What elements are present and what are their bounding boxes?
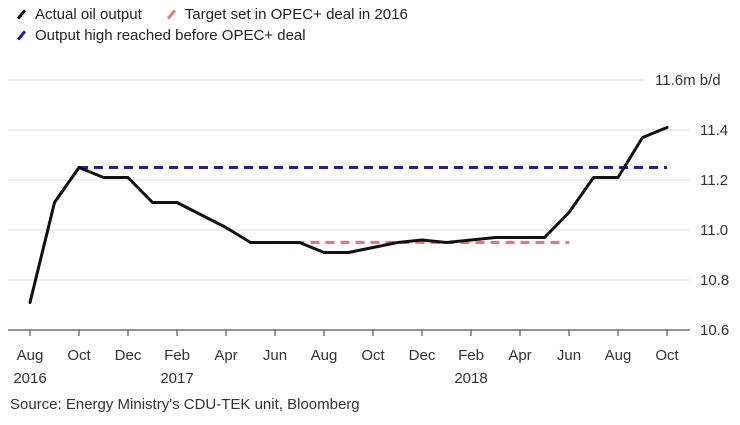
x-axis: Aug 2016 Oct Dec Feb 2017 Apr Jun Aug Oct Dec Feb 20… [13, 330, 679, 387]
x-tick-label: Apr [508, 347, 531, 364]
y-axis-labels: 10.6 10.8 11.0 11.2 11.4 11.6m b/d [655, 72, 729, 339]
x-tick-year-label: 2016 [13, 370, 46, 387]
y-tick-label: 11.0 [700, 222, 728, 239]
series-layer [28, 126, 669, 304]
x-tick-label: Oct [67, 347, 91, 364]
x-tick-label: Oct [655, 347, 679, 364]
x-tick-label: Jun [263, 347, 287, 364]
y-tick-label: 11.6m b/d [655, 72, 721, 89]
x-tick-year-label: 2018 [454, 370, 487, 387]
legend: Actual oil output Target set in OPEC+ de… [16, 4, 432, 46]
x-tick-label: Jun [557, 347, 581, 364]
x-tick-label: Dec [409, 347, 436, 364]
y-tick-label: 11.4 [700, 122, 728, 139]
x-tick-label: Dec [115, 347, 142, 364]
legend-item-target: Target set in OPEC+ deal in 2016 [166, 4, 408, 25]
x-tick-label: Apr [214, 347, 237, 364]
source-note: Source: Energy Ministry's CDU-TEK unit, … [10, 396, 360, 413]
x-tick-label: Aug [311, 347, 338, 364]
actual-output-line [28, 126, 669, 304]
legend-item-actual: Actual oil output [16, 4, 142, 25]
y-tick-label: 10.8 [700, 272, 729, 289]
legend-label-high: Output high reached before OPEC+ deal [35, 27, 306, 44]
legend-label-target: Target set in OPEC+ deal in 2016 [184, 6, 408, 23]
x-tick-year-label: 2017 [160, 370, 193, 387]
x-tick-label: Oct [361, 347, 385, 364]
y-tick-label: 11.2 [700, 172, 728, 189]
x-tick-label: Aug [605, 347, 632, 364]
gridlines [8, 79, 690, 331]
x-tick-label: Aug [17, 347, 44, 364]
y-tick-label: 10.6 [700, 322, 729, 339]
legend-item-high: Output high reached before OPEC+ deal [16, 25, 306, 46]
legend-label-actual: Actual oil output [35, 6, 142, 23]
x-tick-label: Feb [164, 347, 190, 364]
x-tick-label: Feb [458, 347, 484, 364]
